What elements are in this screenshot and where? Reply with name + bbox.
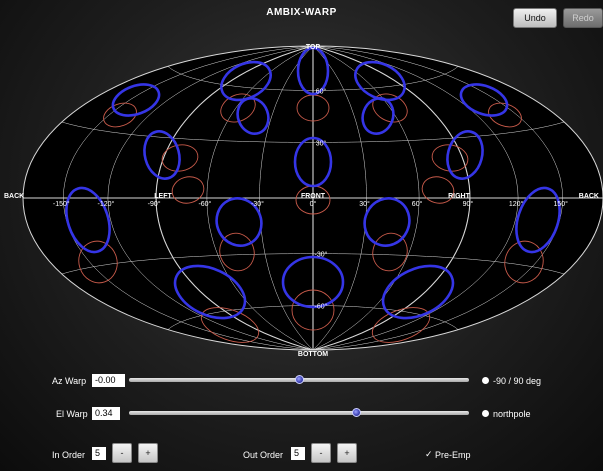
warped-direction-ellipse xyxy=(293,136,333,188)
original-direction-ellipse xyxy=(78,240,118,284)
warped-direction-ellipse xyxy=(143,130,181,180)
in-order-increment-button[interactable]: + xyxy=(138,443,158,463)
out-order-decrement-button[interactable]: - xyxy=(311,443,331,463)
warped-direction-ellipse xyxy=(354,60,406,102)
az-warp-option-radio[interactable] xyxy=(482,377,489,384)
pre-emp-label: Pre-Emp xyxy=(435,450,471,460)
el-warp-label: El Warp xyxy=(56,409,88,419)
el-tick-label: 60° xyxy=(316,88,327,96)
az-label-front: FRONT xyxy=(301,193,326,200)
el-tick-label: 30° xyxy=(316,139,327,147)
az-warp-label: Az Warp xyxy=(52,376,87,386)
az-label-back-left: BACK xyxy=(4,193,24,200)
warped-direction-ellipse xyxy=(236,97,270,135)
el-tick-label: -30° xyxy=(315,251,328,259)
original-direction-ellipse xyxy=(219,232,255,272)
original-direction-ellipse xyxy=(421,176,455,204)
el-warp-option-radio[interactable] xyxy=(482,410,489,417)
warped-direction-ellipse xyxy=(296,46,330,96)
original-direction-ellipse xyxy=(488,102,522,128)
out-order-value-field[interactable]: 5 xyxy=(291,447,305,460)
warped-direction-ellipse xyxy=(363,197,411,247)
warped-direction-ellipse xyxy=(65,186,111,254)
el-warp-slider-thumb[interactable] xyxy=(352,408,362,417)
az-tick-label: 30° xyxy=(359,200,370,208)
map-grid xyxy=(22,45,603,351)
warped-direction-ellipse xyxy=(281,255,345,309)
az-tick-label: 90° xyxy=(463,200,474,208)
az-warp-option-label: -90 / 90 deg xyxy=(493,376,542,386)
warped-direction-ellipse xyxy=(459,83,509,117)
az-label-left: LEFT xyxy=(154,193,172,200)
pole-top-label: TOP xyxy=(306,44,321,51)
original-direction-ellipse xyxy=(220,93,256,123)
el-warp-option-label: northpole xyxy=(493,409,531,419)
warped-directions xyxy=(65,46,561,320)
warped-direction-ellipse xyxy=(173,264,247,320)
warped-direction-ellipse xyxy=(446,130,484,180)
az-tick-label: 0° xyxy=(310,200,317,208)
out-order-increment-button[interactable]: + xyxy=(337,443,357,463)
original-direction-ellipse xyxy=(171,176,205,204)
in-order-decrement-button[interactable]: - xyxy=(112,443,132,463)
el-warp-value-field[interactable]: 0.34 xyxy=(92,407,120,420)
projection-map[interactable]: TOP BOTTOM BACK LEFT FRONT RIGHT BACK -1… xyxy=(0,0,603,360)
redo-button[interactable]: Redo xyxy=(563,8,603,28)
az-tick-label: -60° xyxy=(198,200,211,208)
out-order-label: Out Order xyxy=(243,450,284,460)
az-tick-label: 120° xyxy=(509,200,524,208)
in-order-value-field[interactable]: 5 xyxy=(92,447,106,460)
az-tick-label: -90° xyxy=(148,200,161,208)
pole-bottom-label: BOTTOM xyxy=(298,351,328,358)
warped-direction-ellipse xyxy=(381,264,455,320)
el-tick-label: -60° xyxy=(315,303,328,311)
original-direction-ellipse xyxy=(372,232,408,272)
original-direction-ellipse xyxy=(371,307,431,343)
warped-direction-ellipse xyxy=(220,60,272,102)
original-direction-ellipse xyxy=(504,240,544,284)
az-tick-label: -120° xyxy=(97,200,114,208)
parallel-line xyxy=(167,305,459,330)
warped-direction-ellipse xyxy=(361,97,395,135)
original-direction-ellipse xyxy=(103,102,137,128)
az-label-back-right: BACK xyxy=(579,193,599,200)
parallel-line xyxy=(61,121,565,143)
az-warp-value-field[interactable]: -0.00 xyxy=(92,374,125,387)
warped-direction-ellipse xyxy=(215,197,263,247)
original-directions xyxy=(78,93,544,343)
original-direction-ellipse xyxy=(291,289,335,331)
in-order-label: In Order xyxy=(52,450,86,460)
az-label-right: RIGHT xyxy=(448,193,471,200)
el-warp-slider-track[interactable] xyxy=(129,411,469,415)
undo-button[interactable]: Undo xyxy=(513,8,557,28)
warped-direction-ellipse xyxy=(515,186,561,254)
app-title: AMBIX-WARP xyxy=(266,7,337,18)
original-direction-ellipse xyxy=(431,144,469,172)
az-warp-slider-thumb[interactable] xyxy=(294,375,304,384)
az-tick-label: 150° xyxy=(553,200,568,208)
az-tick-label: -30° xyxy=(251,200,264,208)
parallel-line xyxy=(61,253,565,275)
pre-emp-checkbox-icon[interactable]: ✓ xyxy=(425,449,433,459)
az-tick-label: 60° xyxy=(412,200,423,208)
parallel-line xyxy=(167,66,459,91)
az-tick-label: -150° xyxy=(53,200,70,208)
warped-direction-ellipse xyxy=(111,83,161,117)
